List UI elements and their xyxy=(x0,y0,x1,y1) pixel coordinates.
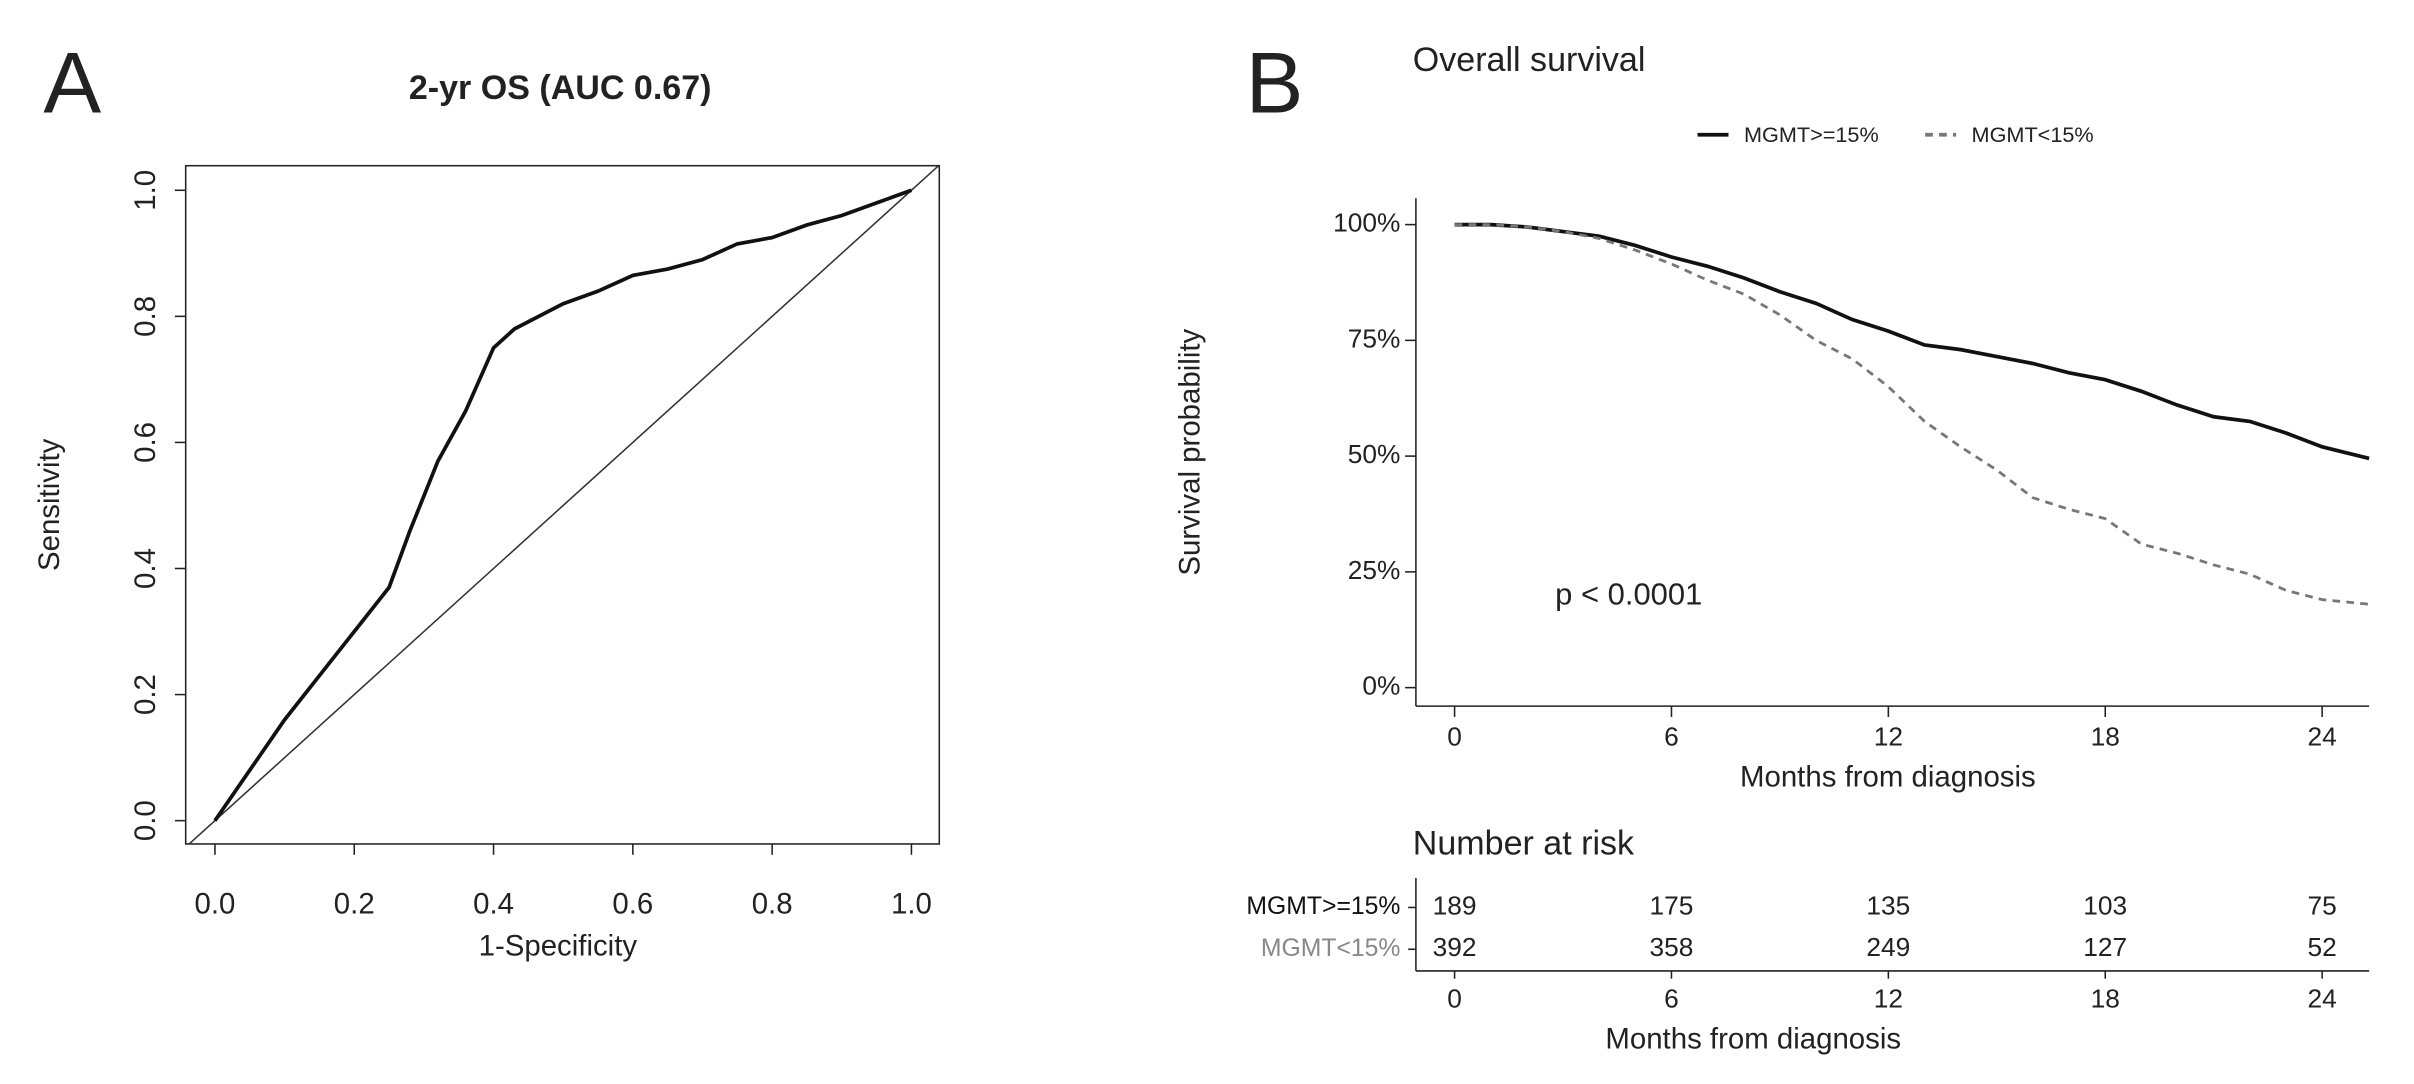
legend-label: MGMT<15% xyxy=(1972,122,2094,147)
risk-count: 392 xyxy=(1433,932,1477,962)
series-line xyxy=(1454,222,2370,461)
y-tick-label: 100% xyxy=(1333,208,1400,238)
y-tick-label: 0.6 xyxy=(129,422,162,463)
panel-letter: A xyxy=(43,36,101,132)
risk-count: 103 xyxy=(2083,890,2127,920)
legend-label: MGMT>=15% xyxy=(1744,122,1879,147)
chart-title: Overall survival xyxy=(1413,41,1646,79)
y-tick-label: 0.2 xyxy=(129,674,162,715)
y-tick-label: 50% xyxy=(1348,439,1401,469)
risk-count: 189 xyxy=(1433,890,1477,920)
plot-frame xyxy=(184,164,941,845)
risk-count: 75 xyxy=(2308,890,2337,920)
x-tick-label: 12 xyxy=(1874,722,1903,752)
y-tick-label: 25% xyxy=(1348,555,1401,585)
risk-count: 358 xyxy=(1650,932,1694,962)
annotation: p < 0.0001 xyxy=(1555,576,1702,611)
x-tick-label: 0.4 xyxy=(473,888,514,921)
x-axis-label: Months from diagnosis xyxy=(1605,1022,1901,1055)
y-tick-label: 0.4 xyxy=(129,548,162,589)
x-tick-label: 1.0 xyxy=(891,888,932,921)
x-tick-label: 0.2 xyxy=(334,888,375,921)
y-axis-label: Sensitivity xyxy=(33,438,66,571)
x-tick-label: 18 xyxy=(2091,722,2120,752)
x-tick-label: 0 xyxy=(1447,722,1462,752)
x-tick-label: 0.0 xyxy=(195,888,236,921)
y-tick-label: 75% xyxy=(1348,323,1401,353)
x-tick-label: 24 xyxy=(2308,983,2337,1013)
reference-diagonal xyxy=(188,165,940,845)
risk-count: 175 xyxy=(1650,890,1694,920)
y-tick-label: 1.0 xyxy=(129,170,162,211)
x-tick-label: 24 xyxy=(2308,722,2337,752)
x-tick-label: 0.8 xyxy=(752,888,793,921)
risk-count: 135 xyxy=(1866,890,1910,920)
y-tick-label: 0.0 xyxy=(129,800,162,841)
series-line xyxy=(213,188,913,822)
table-title: Number at risk xyxy=(1413,825,1635,863)
x-axis-label: 1-Specificity xyxy=(479,929,638,962)
x-axis-label: Months from diagnosis xyxy=(1740,761,2036,794)
x-tick-label: 6 xyxy=(1664,722,1679,752)
panel-letter: B xyxy=(1246,36,1304,132)
row-label: MGMT<15% xyxy=(1261,935,1401,962)
risk-count: 52 xyxy=(2308,932,2337,962)
risk-count: 249 xyxy=(1866,932,1910,962)
x-tick-label: 18 xyxy=(2091,983,2120,1013)
x-tick-label: 0 xyxy=(1447,983,1462,1013)
x-tick-label: 12 xyxy=(1874,983,1903,1013)
row-label: MGMT>=15% xyxy=(1246,893,1400,920)
chart-title: 2-yr OS (AUC 0.67) xyxy=(409,69,712,107)
y-tick-label: 0% xyxy=(1362,671,1400,701)
series-line xyxy=(1454,223,2370,606)
risk-count: 127 xyxy=(2083,932,2127,962)
y-axis-label: Survival probability xyxy=(1173,328,1206,575)
x-tick-label: 6 xyxy=(1664,983,1679,1013)
x-tick-label: 0.6 xyxy=(612,888,653,921)
y-tick-label: 0.8 xyxy=(129,296,162,337)
